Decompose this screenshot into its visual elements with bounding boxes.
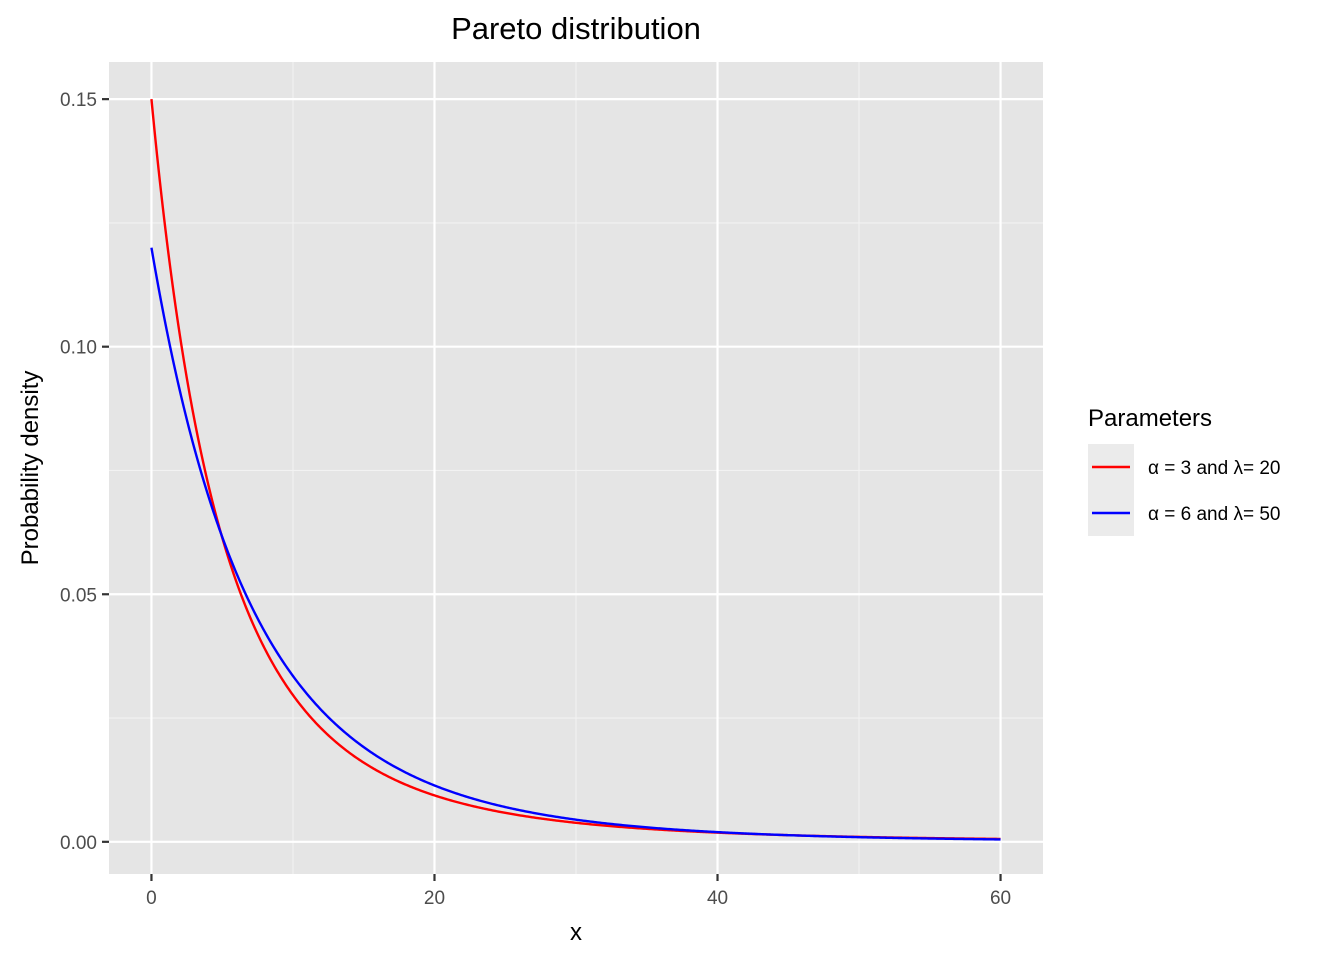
series-line-blue	[150, 247, 1001, 841]
x-axis-title: x	[570, 919, 582, 946]
series-lines	[150, 99, 1001, 841]
x-tick-label: 60	[990, 888, 1011, 909]
x-axis: 0 20 40 60	[146, 874, 1011, 909]
legend-label-blue: α = 6 and λ= 50	[1148, 504, 1280, 525]
chart-title: Pareto distribution	[451, 11, 701, 46]
y-tick-label: 0.00	[60, 833, 97, 854]
legend-title: Parameters	[1088, 405, 1212, 432]
legend-label-red: α = 3 and λ= 20	[1148, 458, 1280, 479]
y-tick-label: 0.10	[60, 338, 97, 359]
x-tick-label: 20	[424, 888, 445, 909]
major-gridlines	[109, 62, 1043, 874]
minor-gridlines	[109, 62, 1043, 874]
y-axis-title: Probability density	[17, 371, 44, 566]
y-tick-label: 0.15	[60, 90, 97, 111]
x-tick-label: 0	[146, 888, 157, 909]
legend: Parameters α = 3 and λ= 20 α = 6 and λ= …	[1088, 405, 1280, 536]
y-tick-label: 0.05	[60, 585, 97, 606]
legend-key-background	[1088, 444, 1134, 536]
x-tick-label: 40	[707, 888, 728, 909]
y-axis: 0.00 0.05 0.10 0.15	[60, 90, 109, 854]
